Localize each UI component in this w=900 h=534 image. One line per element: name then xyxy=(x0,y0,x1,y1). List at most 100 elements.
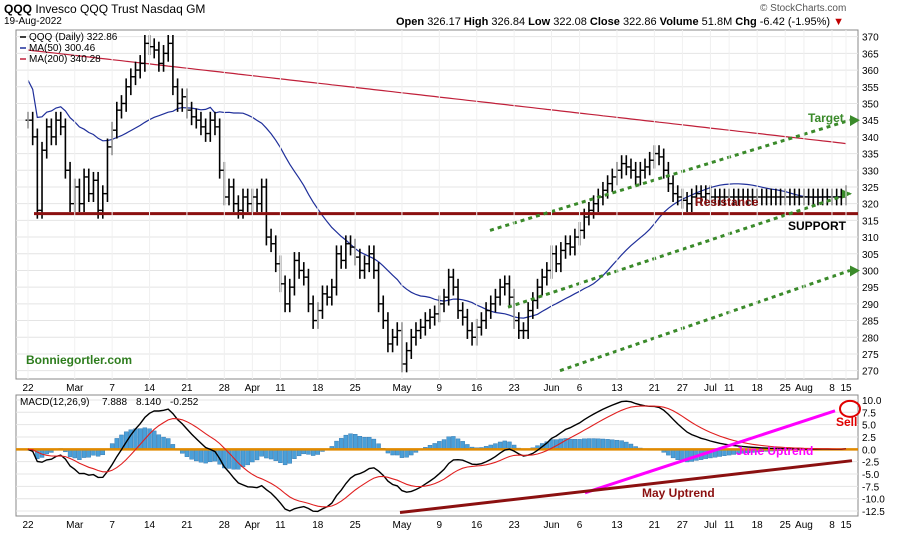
price-y-tick: 315 xyxy=(862,216,879,227)
watermark-site-label: Bonniegortler.com xyxy=(26,353,132,367)
symbol: QQQ xyxy=(4,2,33,16)
macd-x-tick: 22 xyxy=(22,520,34,531)
histogram-bar xyxy=(357,436,363,450)
macd-y-tick: -5.0 xyxy=(862,470,880,481)
price-y-tick: 310 xyxy=(862,233,879,244)
open-value: 326.17 xyxy=(427,16,461,28)
histogram-bar xyxy=(367,436,372,450)
macd-x-tick: 15 xyxy=(840,520,852,531)
histogram-bar xyxy=(596,438,601,450)
arrow-upper-icon xyxy=(850,115,860,127)
signal-line xyxy=(27,405,846,508)
price-y-tick: 360 xyxy=(862,66,879,77)
histogram-bar xyxy=(208,449,213,463)
price-y-tick: 345 xyxy=(862,116,879,127)
watermark: © StockCharts.com xyxy=(760,3,847,14)
price-x-tick: 13 xyxy=(611,383,623,394)
exchange: Nasdaq GM xyxy=(141,2,206,16)
histogram-bar xyxy=(338,438,344,450)
price-y-tick: 275 xyxy=(862,350,879,361)
volume-label: Volume xyxy=(659,16,699,28)
ohlc-readout: Open 326.17 High 326.84 Low 322.08 Close… xyxy=(396,16,844,28)
support-label: SUPPORT xyxy=(788,219,847,233)
channel-upper xyxy=(489,118,851,232)
price-x-tick: 18 xyxy=(312,383,324,394)
histogram-bar xyxy=(348,433,353,450)
macd-x-tick: 18 xyxy=(752,520,764,531)
arrow-middle-icon xyxy=(842,189,852,199)
macd-x-tick: 21 xyxy=(181,520,193,531)
macd-x-tick: May xyxy=(392,520,411,531)
price-x-tick: 14 xyxy=(144,383,156,394)
macd-panel-frame xyxy=(15,394,859,517)
histogram-bar xyxy=(287,449,292,464)
price-x-tick: 21 xyxy=(181,383,193,394)
chg-label: Chg xyxy=(735,16,757,28)
histogram-bar xyxy=(343,434,349,450)
histogram-bar xyxy=(619,440,624,450)
histogram-bar xyxy=(582,438,587,450)
price-x-tick: 7 xyxy=(109,383,115,394)
price-x-tick: May xyxy=(392,383,411,394)
histogram-bar xyxy=(264,449,269,459)
macd-x-tick: 13 xyxy=(611,520,623,531)
macd-legend-entry: MACD(12,26,9) xyxy=(20,397,89,408)
ma50-line xyxy=(27,79,846,319)
price-y-tick: 300 xyxy=(862,266,879,277)
price-legend-entry: MA(50) 300.46 xyxy=(29,43,96,54)
macd-x-tick: 25 xyxy=(350,520,362,531)
price-y-tick: 320 xyxy=(862,200,879,211)
may-uptrend-line xyxy=(399,459,853,515)
histogram-bar xyxy=(568,438,573,450)
histogram-bar xyxy=(610,439,615,450)
macd-legend-entry: -0.252 xyxy=(170,397,199,408)
macd-legend-entry: 8.140 xyxy=(136,397,161,408)
chart-header-symbol: QQQ Invesco QQQ Trust Nasdaq GM xyxy=(4,2,205,16)
price-x-tick: 9 xyxy=(437,383,443,394)
histogram-bar xyxy=(240,449,246,468)
histogram-bar xyxy=(455,438,461,450)
price-x-tick: 23 xyxy=(509,383,521,394)
histogram-bar xyxy=(161,436,166,450)
high-value: 326.84 xyxy=(491,16,526,28)
price-x-tick: 25 xyxy=(780,383,792,394)
histogram-bar xyxy=(194,449,199,462)
macd-line xyxy=(27,400,847,513)
macd-y-tick: 7.5 xyxy=(862,408,876,419)
macd-x-tick: 25 xyxy=(780,520,792,531)
histogram-bar xyxy=(114,438,120,450)
price-y-tick: 340 xyxy=(862,133,879,144)
price-y-tick: 325 xyxy=(862,183,879,194)
histogram-bar xyxy=(254,449,260,461)
histogram-bar xyxy=(166,438,171,450)
ma200-line xyxy=(27,49,847,145)
histogram-bar xyxy=(282,449,288,466)
volume-value: 51.8M xyxy=(701,16,733,28)
macd-y-tick: 0.0 xyxy=(862,445,876,456)
price-y-tick: 330 xyxy=(862,166,879,177)
histogram-bar xyxy=(203,449,208,464)
macd-x-tick: Apr xyxy=(245,520,261,531)
histogram-bar xyxy=(72,449,77,459)
target-label: Target xyxy=(808,111,844,125)
histogram-bar xyxy=(353,434,358,450)
macd-y-tick: 5.0 xyxy=(862,421,876,432)
histogram-bar xyxy=(371,438,377,450)
histogram-bar xyxy=(362,436,367,450)
histogram-bar xyxy=(189,449,194,460)
histogram-bar xyxy=(245,449,250,466)
histogram-bar xyxy=(446,436,451,450)
histogram-bar xyxy=(502,440,507,450)
price-y-tick: 370 xyxy=(862,33,879,44)
histogram-bar xyxy=(586,438,592,450)
macd-x-tick: 27 xyxy=(677,520,689,531)
macd-x-tick: 9 xyxy=(437,520,443,531)
price-y-tick: 290 xyxy=(862,300,879,311)
price-x-tick: 6 xyxy=(577,383,583,394)
macd-x-tick: 6 xyxy=(577,520,583,531)
macd-x-tick: 14 xyxy=(144,520,156,531)
macd-x-tick: 23 xyxy=(509,520,521,531)
security-name: Invesco QQQ Trust xyxy=(35,2,139,16)
price-y-tick: 365 xyxy=(862,49,879,60)
